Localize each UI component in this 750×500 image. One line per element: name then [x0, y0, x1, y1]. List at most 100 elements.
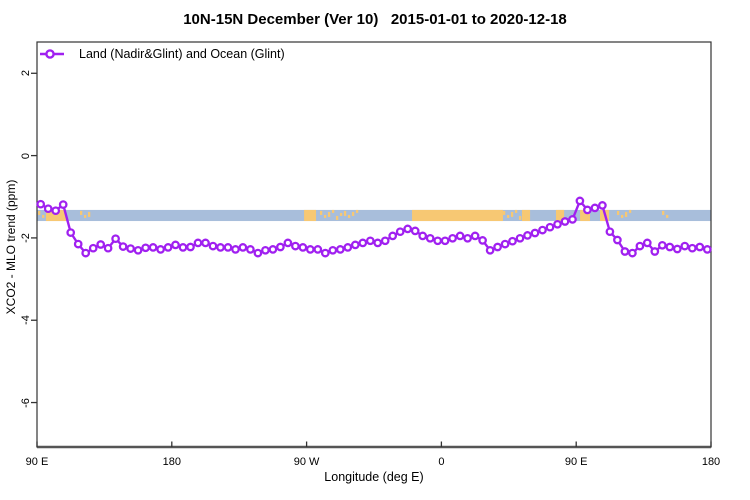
land-speck: [323, 214, 327, 218]
data-point: [313, 245, 323, 254]
data-point: [261, 245, 270, 255]
land-speck: [506, 214, 510, 218]
land-speck: [624, 211, 628, 217]
data-point: [350, 240, 360, 250]
land-speck: [339, 212, 343, 216]
data-point: [201, 238, 210, 248]
land-speck: [514, 209, 518, 213]
land-speck: [510, 211, 514, 217]
data-point: [530, 228, 540, 238]
land-speck: [662, 210, 665, 215]
land-speck: [83, 214, 87, 218]
data-point: [583, 205, 592, 215]
y-axis-label: XCO2 - MLO trend (ppm): [4, 179, 18, 315]
data-point: [88, 243, 98, 253]
data-point: [238, 243, 248, 252]
data-point: [455, 231, 465, 241]
data-point: [695, 242, 705, 252]
data-point: [246, 245, 255, 254]
land-speck: [42, 214, 45, 218]
data-point: [508, 236, 517, 246]
data-point: [365, 236, 375, 246]
data-point: [223, 243, 233, 252]
land-speck: [351, 211, 355, 216]
land-speck: [347, 214, 351, 218]
data-point: [96, 240, 106, 249]
land-speck: [343, 210, 347, 216]
data-point: [43, 204, 53, 214]
data-point: [403, 224, 413, 234]
land-speck: [79, 210, 83, 215]
data-point: [493, 242, 502, 252]
data-point: [126, 244, 135, 253]
land-speck: [518, 215, 522, 220]
land-speck: [666, 214, 669, 218]
data-point: [642, 238, 652, 248]
data-point: [141, 243, 150, 253]
data-point: [650, 247, 660, 256]
data-point: [687, 243, 697, 253]
data-point: [103, 243, 113, 253]
data-point: [291, 241, 300, 251]
data-point: [665, 242, 675, 252]
data-point: [470, 231, 480, 241]
data-point: [305, 245, 315, 254]
x-tick-label: 90 E: [564, 456, 588, 468]
data-point: [545, 222, 555, 232]
data-point: [448, 233, 457, 243]
data-point: [620, 247, 630, 256]
series-line: [40, 199, 708, 255]
data-point: [216, 243, 225, 252]
land-speck: [628, 209, 632, 213]
data-point: [298, 243, 308, 252]
data-point: [193, 238, 203, 248]
ocean-band: [37, 209, 711, 222]
data-point: [410, 226, 420, 236]
axes: [31, 41, 712, 449]
data-point: [418, 231, 428, 241]
data-point: [590, 203, 600, 213]
legend-label: Land (Nadir&Glint) and Ocean (Glint): [79, 47, 285, 61]
data-point: [575, 196, 585, 206]
data-point: [51, 206, 61, 216]
data-point: [395, 227, 405, 237]
data-point: [680, 241, 690, 251]
data-point: [613, 235, 622, 245]
data-point: [523, 231, 532, 240]
data-point: [283, 238, 293, 248]
x-axis-label: Longitude (deg E): [324, 470, 424, 484]
data-point: [440, 236, 450, 246]
land-speck: [327, 211, 331, 217]
land-segment: [521, 209, 531, 222]
data-point: [538, 225, 547, 235]
data-point: [133, 245, 143, 255]
data-point: [268, 245, 278, 254]
data-point: [672, 244, 682, 254]
data-point: [335, 245, 345, 254]
data-point: [463, 233, 472, 243]
data-point: [380, 236, 390, 246]
legend-marker: [45, 49, 55, 59]
data-point: [628, 248, 637, 258]
data-point: [358, 238, 368, 248]
data-point: [66, 228, 76, 237]
land-speck: [319, 210, 323, 215]
data-point: [560, 217, 570, 226]
land-speck: [616, 210, 620, 215]
data-point: [605, 227, 615, 237]
data-point: [81, 248, 91, 258]
land-segment: [412, 209, 503, 222]
data-point: [171, 240, 180, 250]
y-tick-label: -6: [20, 397, 32, 408]
data-point: [148, 243, 158, 252]
land-speck: [87, 211, 91, 217]
data-point: [433, 236, 443, 246]
data-point: [425, 233, 435, 243]
x-tick-label: 0: [438, 456, 445, 468]
data-point: [58, 200, 68, 209]
land-segment: [45, 209, 67, 222]
land-speck: [331, 209, 335, 213]
data-point: [478, 236, 487, 245]
